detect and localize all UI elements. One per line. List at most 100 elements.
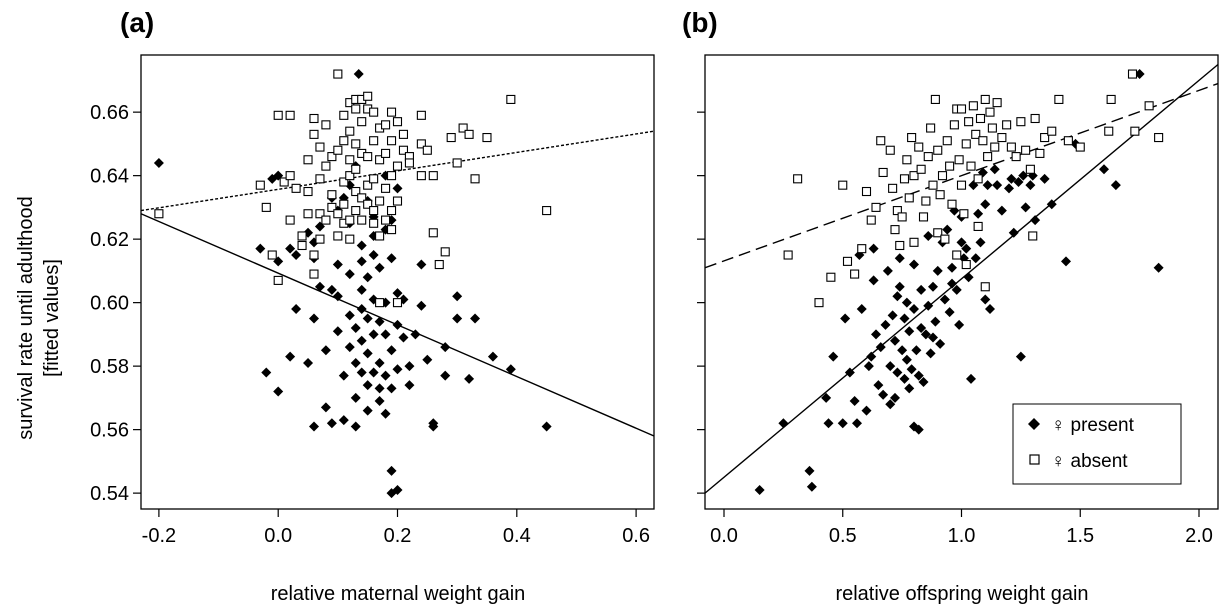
point-absent: [542, 206, 552, 216]
y-tick-label: 0.64: [90, 166, 129, 188]
point-absent: [942, 136, 952, 146]
point-present: [353, 69, 364, 80]
point-present: [303, 357, 314, 368]
point-present: [1025, 180, 1036, 191]
point-present: [890, 392, 900, 403]
point-absent: [369, 136, 379, 146]
point-absent: [273, 275, 283, 285]
point-present: [344, 269, 355, 280]
point-present: [404, 361, 415, 372]
point-absent: [1035, 148, 1045, 158]
point-present: [338, 415, 349, 426]
point-absent: [285, 110, 295, 120]
point-present: [982, 180, 993, 191]
point-present: [1015, 351, 1026, 362]
point-absent: [381, 215, 391, 225]
point-absent: [345, 234, 355, 244]
point-absent: [899, 174, 910, 184]
point-absent: [404, 158, 414, 168]
point-absent: [861, 186, 872, 197]
point-present: [338, 370, 349, 381]
fit-line-dotted: [141, 130, 654, 212]
point-present: [880, 319, 891, 330]
point-present: [804, 465, 815, 476]
point-present: [961, 243, 972, 254]
point-absent: [416, 171, 426, 181]
point-absent: [1154, 132, 1164, 143]
point-absent: [381, 183, 391, 193]
point-absent: [866, 215, 876, 225]
point-present: [380, 329, 391, 340]
point-present: [906, 364, 917, 375]
point-absent: [392, 196, 403, 206]
point-absent: [918, 212, 929, 222]
point-present: [308, 421, 319, 432]
point-absent: [351, 164, 361, 174]
point-present: [885, 399, 896, 410]
point-present: [440, 342, 451, 353]
point-absent: [375, 196, 385, 206]
point-absent: [351, 139, 361, 149]
point-present: [1008, 227, 1019, 238]
point-absent: [926, 123, 936, 133]
point-present: [326, 284, 337, 295]
point-absent: [285, 215, 295, 225]
point-present: [326, 418, 337, 429]
point-present: [362, 405, 373, 416]
point-present: [452, 291, 463, 302]
y-tick-label: 0.62: [90, 229, 129, 251]
point-absent: [933, 145, 943, 155]
point-present: [410, 329, 421, 340]
point-present: [153, 157, 164, 168]
point-absent: [1130, 126, 1140, 136]
point-absent: [966, 161, 976, 171]
point-present: [1018, 170, 1029, 181]
point-absent: [1075, 142, 1085, 152]
point-absent: [273, 110, 283, 120]
point-present: [887, 310, 898, 321]
point-present: [368, 250, 379, 261]
point-present: [806, 481, 817, 492]
point-present: [332, 326, 343, 337]
point-present: [350, 421, 361, 432]
x-tick-label: 0.2: [384, 525, 412, 547]
point-absent: [363, 199, 373, 209]
x-axis-label-b: relative offspring weight gain: [835, 583, 1088, 605]
y-axis-label-line1: survival rate until adulthood: [15, 196, 37, 439]
point-absent: [279, 177, 289, 187]
point-present: [422, 354, 433, 365]
point-absent: [947, 199, 957, 209]
point-present: [956, 237, 967, 248]
point-present: [778, 418, 789, 429]
point-absent: [1006, 142, 1016, 152]
y-axis-label-line2: [fitted values]: [41, 259, 63, 377]
point-present: [470, 313, 481, 324]
point-absent: [369, 206, 379, 216]
point-absent: [315, 234, 325, 244]
point-present: [928, 281, 938, 292]
point-absent: [890, 225, 900, 235]
point-present: [332, 259, 343, 270]
point-absent: [327, 202, 337, 212]
point-present: [901, 297, 912, 308]
point-absent: [369, 107, 379, 117]
point-absent: [1063, 136, 1073, 146]
point-absent: [345, 215, 355, 225]
point-present: [392, 319, 403, 330]
point-absent: [333, 231, 343, 241]
point-absent: [303, 209, 313, 219]
point-present: [1013, 176, 1024, 187]
point-absent: [850, 269, 860, 279]
point-present: [966, 373, 976, 384]
point-absent: [1025, 164, 1035, 174]
point-absent: [961, 139, 971, 149]
point-absent: [363, 180, 373, 190]
point-absent: [345, 155, 355, 165]
point-absent: [285, 171, 295, 181]
point-present: [1006, 173, 1017, 184]
fit-lines-a: [141, 130, 654, 437]
point-absent: [261, 202, 271, 212]
point-present: [308, 313, 319, 324]
point-present: [897, 345, 908, 356]
point-absent: [416, 139, 426, 149]
